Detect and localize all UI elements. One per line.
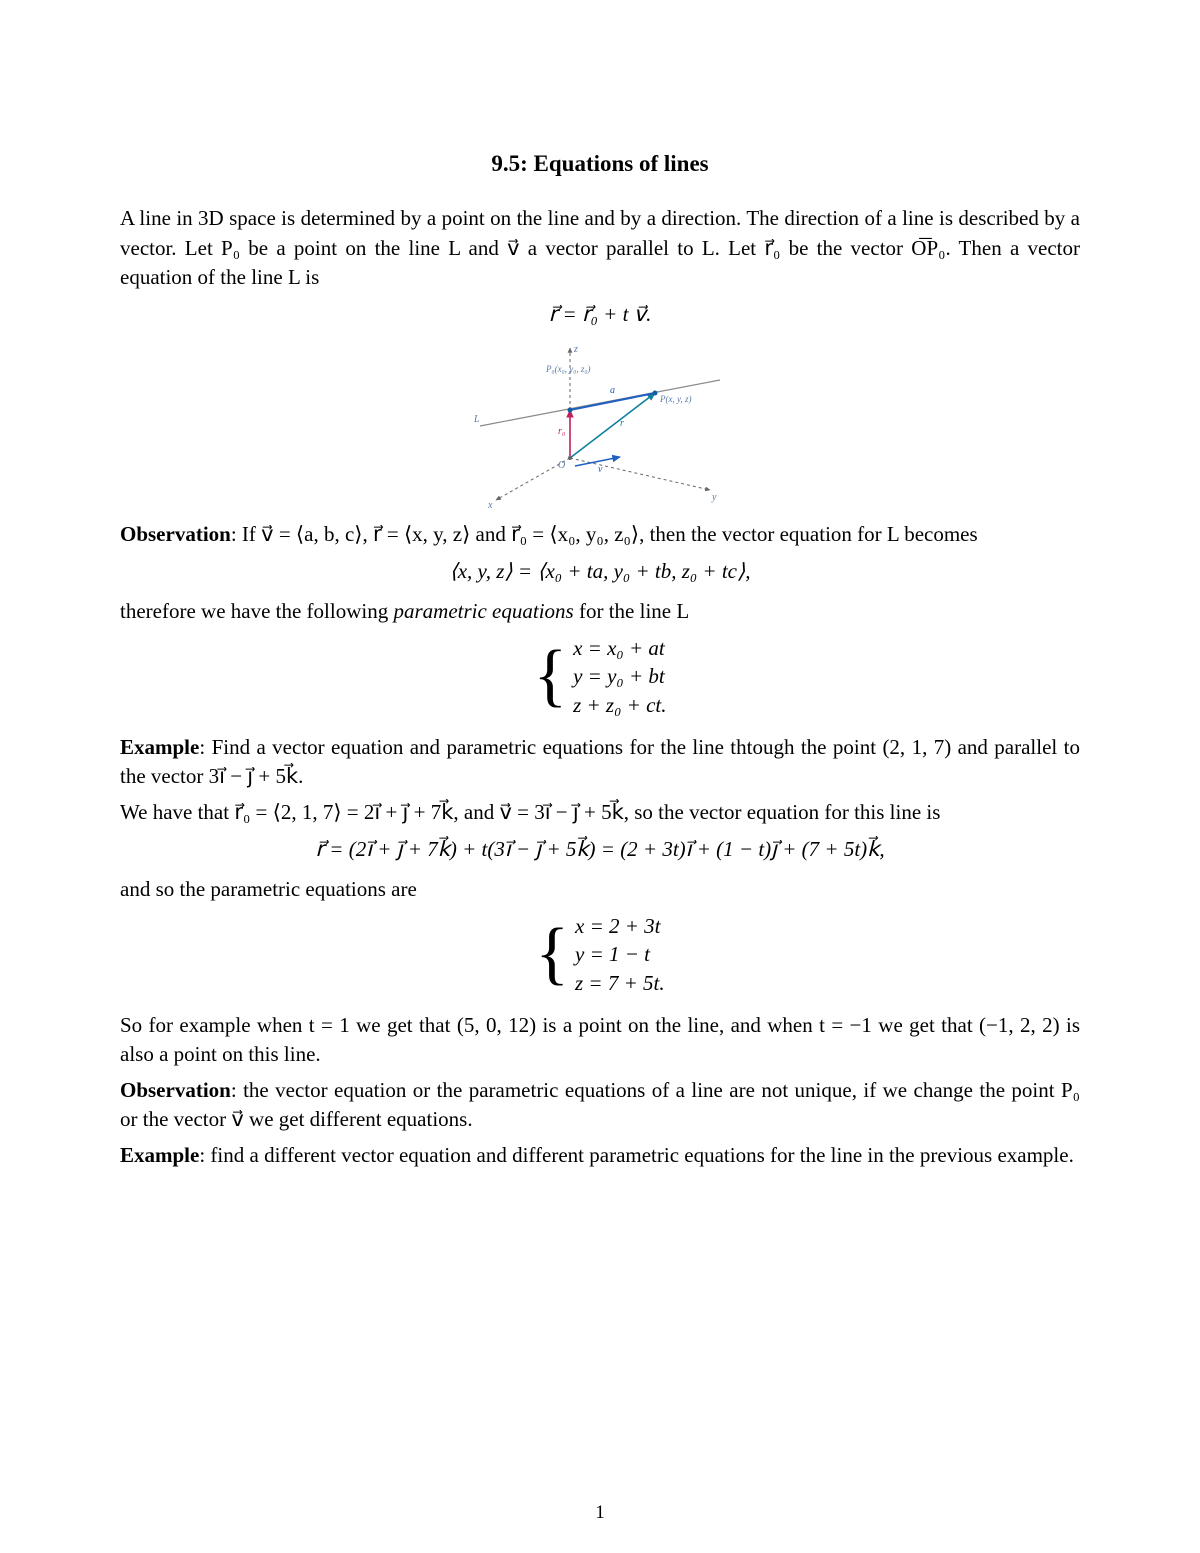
observation-label-2: Observation: [120, 1078, 231, 1102]
page-number: 1: [0, 1500, 1200, 1527]
example-2: Example: find a different vector equatio…: [120, 1141, 1080, 1170]
param2-x: x = 2 + 3t: [575, 912, 665, 940]
example-1: Example: Find a vector equation and para…: [120, 733, 1080, 792]
svg-text:r₀: r₀: [558, 426, 566, 437]
intro-paragraph: A line in 3D space is determined by a po…: [120, 204, 1080, 292]
parametric-system-2: { x = 2 + 3t y = 1 − t z = 7 + 5t.: [120, 912, 1080, 997]
example-label: Example: [120, 735, 199, 759]
example-2-text: : find a different vector equation and d…: [199, 1143, 1073, 1167]
param1-y: y = y₀ + bt: [573, 662, 666, 690]
observation-1-tail: therefore we have the following parametr…: [120, 597, 1080, 626]
example-1-check: So for example when t = 1 we get that (5…: [120, 1011, 1080, 1070]
svg-text:y: y: [711, 492, 717, 503]
brace-icon: {: [535, 924, 569, 984]
param1-x: x = x₀ + at: [573, 634, 666, 662]
example-label-2: Example: [120, 1143, 199, 1167]
observation-2-text: : the vector equation or the parametric …: [120, 1078, 1080, 1131]
svg-text:P₀(x₀, y₀, z₀): P₀(x₀, y₀, z₀): [545, 364, 591, 374]
parametric-term: parametric equations: [393, 599, 573, 623]
obs1-tail-a: therefore we have the following: [120, 599, 393, 623]
param2-y: y = 1 − t: [575, 940, 665, 968]
example-1-text: : Find a vector equation and parametric …: [120, 735, 1080, 788]
svg-text:v: v: [598, 464, 603, 475]
equation-vector: r⃗ = r⃗₀ + t v⃗.: [120, 300, 1080, 329]
svg-text:L: L: [473, 414, 480, 425]
observation-1: Observation: If v⃗ = ⟨a, b, c⟩, r⃗ = ⟨x,…: [120, 520, 1080, 549]
svg-text:z: z: [573, 344, 578, 355]
equation-expanded: ⟨x, y, z⟩ = ⟨x₀ + ta, y₀ + tb, z₀ + tc⟩,: [120, 557, 1080, 586]
svg-text:r: r: [620, 418, 624, 429]
svg-text:P(x, y, z): P(x, y, z): [659, 394, 692, 404]
param2-z: z = 7 + 5t.: [575, 969, 665, 997]
observation-2: Observation: the vector equation or the …: [120, 1076, 1080, 1135]
obs1-tail-b: for the line L: [574, 599, 689, 623]
example-1-solution-2: and so the parametric equations are: [120, 875, 1080, 904]
example-1-solution-1: We have that r⃗₀ = ⟨2, 1, 7⟩ = 2i⃗ + j⃗ …: [120, 798, 1080, 827]
brace-icon: {: [533, 646, 567, 706]
svg-text:x: x: [487, 500, 493, 510]
section-title: 9.5: Equations of lines: [120, 148, 1080, 180]
document-page: 9.5: Equations of lines A line in 3D spa…: [0, 0, 1200, 1553]
observation-label: Observation: [120, 522, 231, 546]
svg-text:O: O: [558, 460, 565, 471]
svg-text:a: a: [610, 385, 615, 396]
param1-z: z + z₀ + ct.: [573, 691, 666, 719]
line-3d-diagram: z x y L O P₀(x₀, y₀, z₀) P(x, y, z) r₀ r…: [460, 340, 740, 510]
parametric-system-1: { x = x₀ + at y = y₀ + bt z + z₀ + ct.: [120, 634, 1080, 719]
equation-example: r⃗ = (2i⃗ + j⃗ + 7k⃗) + t(3i⃗ − j⃗ + 5k⃗…: [120, 835, 1080, 864]
observation-1-text: : If v⃗ = ⟨a, b, c⟩, r⃗ = ⟨x, y, z⟩ and …: [231, 522, 978, 546]
